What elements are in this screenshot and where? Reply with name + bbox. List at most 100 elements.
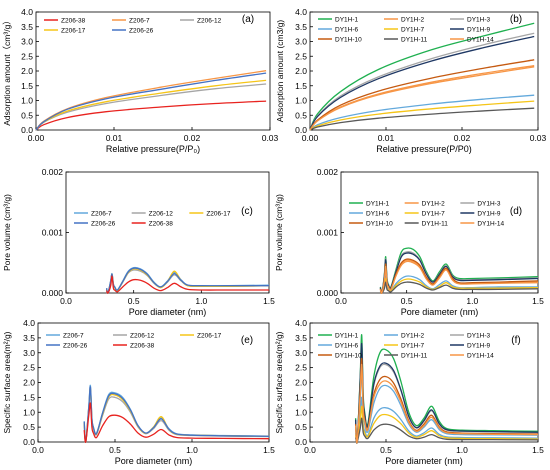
- x-tick-label: 1.5: [532, 445, 544, 455]
- y-tick-label: 3.5: [295, 22, 307, 32]
- legend-label: DY1H-2: [401, 333, 425, 340]
- y-axis-label: Specific surface area(m²/g): [274, 331, 284, 433]
- panel-a: 0.0 0.5 1.0 1.5 2.0 2.5 3.0 3.5 4.0 0.00 0.01 0.02 0…: [2, 7, 279, 154]
- legend-label: DY1H-14: [467, 37, 494, 44]
- series-line: [309, 22, 535, 131]
- x-tick-label: 1.5: [263, 445, 275, 455]
- series-line: [35, 79, 267, 131]
- legend-label: Z206-7: [91, 211, 112, 218]
- panel-label: (c): [241, 206, 253, 217]
- legend-label: Z206-26: [63, 343, 88, 350]
- legend-label: Z206-7: [63, 333, 84, 340]
- legend-label: DY1H-11: [401, 37, 428, 44]
- series-line: [354, 343, 539, 444]
- y-tick-label: 2.0: [295, 66, 307, 76]
- panel-label: (d): [510, 206, 522, 217]
- legend-label: Z206-26: [129, 28, 154, 35]
- y-tick-label: 1.0: [295, 96, 307, 106]
- panel-label: (f): [511, 335, 520, 346]
- x-tick-label: 1.0: [195, 296, 207, 306]
- x-tick-label: 0.03: [262, 133, 279, 143]
- x-axis-label: Pore diameter (nm): [385, 456, 463, 466]
- legend-label: Z206-38: [61, 18, 86, 25]
- y-axis-label: Pore volume (cm³/g): [274, 194, 284, 271]
- y-tick-label: 2.0: [21, 66, 33, 76]
- x-tick-label: 0.02: [184, 133, 201, 143]
- y-tick-label: 0.000: [42, 288, 64, 298]
- series-line: [83, 386, 270, 443]
- series-line: [309, 35, 535, 131]
- series-line: [309, 94, 535, 131]
- series-line: [35, 72, 267, 131]
- legend-label: DY1H-7: [401, 343, 425, 350]
- legend-label: Z206-7: [129, 18, 150, 25]
- y-tick-label: 0.5: [295, 422, 307, 432]
- x-tick-label: 0.5: [380, 445, 392, 455]
- y-tick-label: 0.0: [295, 125, 307, 135]
- y-tick-label: 4.0: [23, 318, 35, 328]
- legend-label: DY1H-10: [335, 37, 362, 44]
- legend-label: DY1H-10: [366, 221, 393, 228]
- y-tick-label: 1.0: [295, 407, 307, 417]
- y-tick-label: 1.5: [23, 392, 35, 402]
- x-axis-label: Pore diameter (nm): [115, 456, 193, 466]
- y-tick-label: 3.0: [23, 348, 35, 358]
- plot-frame: [37, 322, 270, 443]
- y-tick-label: 1.5: [295, 81, 307, 91]
- legend-label: Z206-17: [206, 211, 231, 218]
- legend-label: Z206-26: [91, 221, 116, 228]
- series-line: [309, 32, 535, 131]
- y-tick-label: 4.0: [21, 7, 33, 17]
- x-tick-label: 1.5: [532, 296, 544, 306]
- y-tick-label: 0.5: [21, 110, 33, 120]
- y-tick-label: 0.5: [295, 110, 307, 120]
- legend-label: Z206-12: [197, 18, 222, 25]
- y-tick-label: 4.0: [295, 318, 307, 328]
- x-tick-label: 0.01: [378, 133, 395, 143]
- y-tick-label: 3.5: [23, 333, 35, 343]
- x-tick-label: 0.01: [106, 133, 123, 143]
- series-line: [354, 405, 539, 444]
- x-tick-label: 1.0: [186, 445, 198, 455]
- series-line: [379, 277, 539, 294]
- x-tick-label: 0.0: [32, 445, 44, 455]
- legend-label: DY1H-1: [335, 333, 359, 340]
- legend-label: DY1H-6: [335, 27, 359, 34]
- y-tick-label: 1.5: [295, 392, 307, 402]
- x-tick-label: 0.03: [530, 133, 547, 143]
- x-axis-label: Relative pressure(P/P0): [376, 144, 472, 154]
- y-tick-label: 2.5: [295, 51, 307, 61]
- y-tick-label: 0.001: [317, 228, 339, 238]
- x-tick-label: 0.0: [60, 296, 72, 306]
- legend-label: Z206-12: [130, 333, 155, 340]
- y-tick-label: 3.5: [21, 22, 33, 32]
- legend-label: Z206-17: [61, 28, 86, 35]
- legend-label: DY1H-1: [366, 201, 390, 208]
- y-tick-label: 2.0: [295, 378, 307, 388]
- legend-label: DY1H-3: [467, 333, 491, 340]
- y-tick-label: 0.002: [317, 167, 339, 177]
- plot-frame: [65, 171, 270, 294]
- legend-label: DY1H-3: [477, 201, 501, 208]
- panel-d: 0.000 0.001 0.002 0.0 0.5 1.0 1.5 Pore diameter…: [274, 167, 544, 317]
- legend-label: Z206-12: [149, 211, 174, 218]
- legend-label: DY1H-9: [467, 343, 491, 350]
- x-tick-label: 0.0: [304, 445, 316, 455]
- y-tick-label: 2.5: [23, 363, 35, 373]
- series-line: [354, 417, 539, 443]
- panel-label: (e): [241, 335, 253, 346]
- panel-label: (b): [510, 14, 522, 25]
- series-line: [354, 396, 539, 444]
- y-tick-label: 0.5: [23, 422, 35, 432]
- x-tick-label: 1.5: [263, 296, 275, 306]
- y-tick-label: 0.0: [295, 437, 307, 447]
- legend-label: DY1H-11: [401, 353, 428, 360]
- series-line: [379, 281, 539, 294]
- x-axis-label: Pore diameter (nm): [129, 307, 207, 317]
- y-axis-label: Specific surface area(m²/g): [2, 331, 12, 433]
- y-tick-label: 0.0: [21, 125, 33, 135]
- series-line: [309, 59, 535, 131]
- x-axis-label: Relative pressure(P/P₀): [106, 144, 200, 154]
- x-axis-label: Pore diameter (nm): [401, 307, 479, 317]
